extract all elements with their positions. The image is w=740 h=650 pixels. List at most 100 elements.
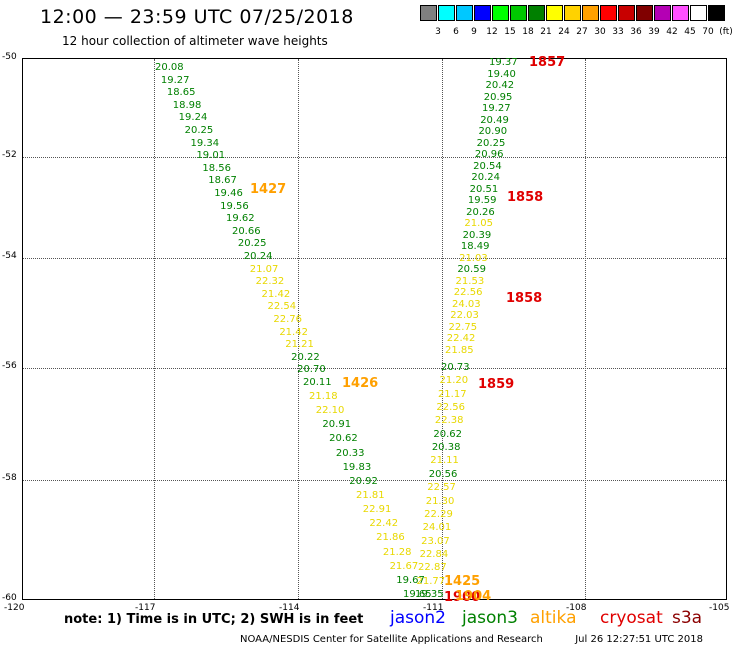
track-west-value: 19.67: [396, 574, 425, 586]
pass-time-label: 1858: [506, 291, 543, 306]
colorbar-swatch: [708, 5, 725, 21]
colorbar-swatch: [420, 5, 437, 21]
track-east-value: 21.03: [459, 252, 488, 264]
track-east-value: 20.25: [476, 137, 506, 149]
track-east-value: 20.26: [466, 206, 495, 218]
track-west-value: 19.62: [226, 213, 255, 225]
pass-time-label: 1900: [444, 590, 481, 605]
track-east-value: 21.30: [425, 495, 455, 507]
colorbar-swatch: [618, 5, 635, 21]
pass-time-label: 1858: [507, 190, 544, 205]
track-east-value: 23.07: [421, 535, 450, 547]
colorbar-swatch: [564, 5, 581, 21]
track-east-value: 20.38: [431, 442, 461, 454]
track-west-value: 21.18: [309, 391, 338, 402]
track-east-value: 20.95: [483, 91, 513, 103]
track-west-value: 19.56: [220, 200, 249, 212]
colorbar-label: 3: [435, 27, 441, 37]
track-east-value: 20.49: [480, 114, 509, 126]
map-plot-area: [22, 58, 727, 600]
track-west-value: 18.65: [166, 87, 196, 99]
colorbar-label: 39: [648, 27, 660, 37]
colorbar-label: 42: [666, 27, 678, 37]
track-east-value: 20.62: [433, 428, 462, 440]
track-west-value: 19.34: [190, 137, 220, 149]
track-west-value: 20.70: [297, 364, 326, 376]
pass-time-label: 1427: [250, 182, 287, 197]
track-east-value: 22.84: [419, 548, 449, 560]
latitude-label: -50: [2, 52, 17, 62]
track-west-value: 20.62: [329, 433, 358, 445]
track-east-value: 19.37: [489, 57, 518, 68]
track-west-value: 20.92: [349, 475, 378, 487]
track-west-value: 19.01: [196, 150, 226, 162]
colorbar-swatch: [600, 5, 617, 21]
track-west-value: 22.91: [362, 504, 392, 516]
colorbar-label: 12: [486, 27, 498, 37]
track-east-value: 22.03: [450, 310, 479, 322]
track-west-value: 19.83: [342, 461, 372, 473]
track-east-value: 20.56: [428, 468, 458, 480]
colorbar-label: 70: [702, 27, 714, 37]
track-west-value: 20.25: [237, 238, 267, 250]
colorbar-swatch: [510, 5, 527, 21]
track-west-value: 20.24: [243, 251, 273, 262]
colorbar-swatch: [474, 5, 491, 21]
track-west-value: 20.11: [303, 377, 332, 388]
track-west-value: 18.98: [172, 99, 202, 111]
colorbar-label: 36: [630, 27, 642, 37]
latitude-gridline: [23, 258, 726, 259]
track-west-value: 21.67: [389, 560, 419, 572]
legend-altika: altika: [530, 608, 577, 628]
longitude-label: -111: [423, 603, 444, 613]
track-east-value: 20.73: [441, 362, 470, 373]
colorbar-label: 45: [684, 27, 696, 37]
colorbar-label: 21: [540, 27, 552, 37]
track-east-value: 21.85: [445, 345, 474, 356]
legend-jason3: jason3: [462, 608, 518, 628]
track-east-value: 22.56: [436, 402, 466, 414]
colorbar-swatch: [654, 5, 671, 21]
track-east-value: 21.11: [430, 455, 459, 467]
colorbar-label: 30: [594, 27, 606, 37]
longitude-label: -105: [709, 603, 730, 613]
track-west-value: 21.42: [279, 326, 308, 338]
track-west-value: 20.66: [231, 225, 261, 237]
track-east-value: 19.27: [481, 103, 511, 115]
track-west-value: 21.07: [249, 263, 279, 275]
colorbar-swatch: [492, 5, 509, 21]
longitude-gridline: [585, 59, 586, 599]
track-east-value: 19.35: [415, 589, 444, 600]
longitude-label: -114: [279, 603, 300, 613]
longitude-gridline: [154, 59, 155, 599]
colorbar-label: 18: [522, 27, 534, 37]
pass-time-label: 1425: [444, 574, 481, 589]
track-west-value: 22.10: [315, 405, 345, 417]
legend-jason2: jason2: [390, 608, 446, 628]
pass-time-label: 1857: [529, 55, 566, 70]
track-east-value: 21.77: [416, 575, 446, 587]
legend-cryosat: cryosat: [600, 608, 663, 628]
track-east-value: 19.59: [467, 195, 497, 207]
latitude-label: -58: [2, 473, 17, 483]
longitude-gridline: [298, 59, 299, 599]
track-west-value: 21.21: [285, 339, 314, 351]
track-west-value: 18.56: [202, 162, 231, 174]
track-west-value: 19.46: [214, 188, 243, 199]
colorbar-label: 6: [453, 27, 459, 37]
track-west-value: 19.65: [403, 589, 432, 600]
pass-time-label: 1904: [455, 589, 492, 604]
colorbar-swatch: [582, 5, 599, 21]
track-west-value: 22.54: [267, 301, 297, 313]
track-west-value: 20.33: [335, 447, 365, 459]
footer-center: NOAA/NESDIS Center for Satellite Applica…: [240, 634, 543, 645]
colorbar-label: 24: [558, 27, 570, 37]
track-east-value: 22.87: [418, 562, 447, 574]
track-west-value: 20.08: [155, 62, 184, 73]
page-title: 12:00 — 23:59 UTC 07/25/2018: [40, 6, 354, 28]
track-west-value: 20.25: [184, 125, 214, 136]
colorbar-swatch: [690, 5, 707, 21]
latitude-gridline: [23, 368, 726, 369]
track-east-value: 19.40: [487, 68, 516, 80]
track-east-value: 20.39: [462, 229, 492, 241]
